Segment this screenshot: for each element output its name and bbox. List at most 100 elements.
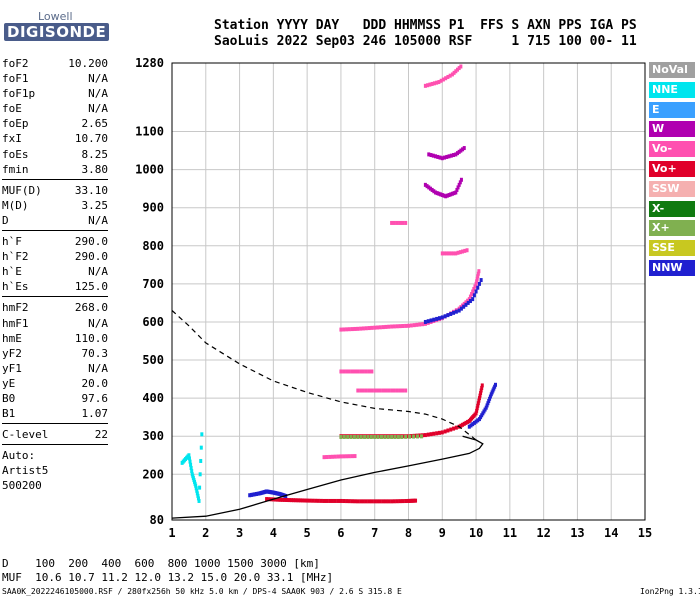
echo-point	[390, 388, 394, 393]
echo-point	[464, 420, 468, 425]
echo-point	[421, 322, 425, 327]
echo-point	[449, 153, 453, 158]
echo-point	[370, 499, 374, 504]
echo-point	[265, 497, 269, 502]
echo-point	[459, 423, 463, 428]
echo-point	[398, 499, 402, 504]
echo-point	[412, 323, 416, 328]
echo-point	[298, 498, 302, 503]
y-tick-label: 1000	[135, 163, 164, 177]
echo-point	[378, 388, 382, 393]
echo-point	[345, 499, 349, 504]
param-value: N/A	[88, 265, 108, 279]
echo-point	[251, 492, 255, 497]
echo-point	[479, 391, 483, 396]
echo-point	[311, 498, 315, 503]
echo-point	[347, 327, 351, 332]
echo-point	[437, 191, 441, 196]
echo-point	[361, 499, 365, 504]
echo-point	[384, 388, 388, 393]
param-row: fxI 10.70	[2, 131, 108, 146]
echo-point	[477, 398, 481, 403]
echo-point	[390, 324, 394, 329]
x-tick-label: 1	[168, 526, 175, 540]
echo-point	[199, 445, 203, 450]
y-tick-label: 700	[142, 277, 164, 291]
x-tick-label: 3	[236, 526, 243, 540]
echo-point	[367, 369, 371, 374]
echo-point	[427, 152, 431, 157]
echo-point	[350, 327, 354, 332]
echo-point	[454, 69, 458, 74]
logo-lowell: Lowell	[38, 10, 73, 23]
echo-point	[437, 430, 441, 435]
param-row: Artist5	[2, 463, 108, 478]
echo-point	[471, 422, 475, 427]
echo-point	[199, 458, 203, 463]
echo-point	[447, 251, 451, 256]
echo-point	[436, 154, 440, 159]
trace-f2-2hop-x	[423, 278, 483, 324]
echo-point	[350, 369, 354, 374]
x-tick-label: 13	[570, 526, 584, 540]
trace-high-4	[390, 220, 408, 225]
echo-point	[339, 327, 343, 332]
param-key: MUF(D)	[2, 183, 42, 197]
echo-point	[347, 454, 351, 459]
echo-point	[415, 322, 419, 327]
x-tick-label: 2	[202, 526, 209, 540]
echo-point	[381, 325, 385, 330]
param-value: N/A	[88, 316, 108, 330]
echo-point	[435, 191, 439, 196]
echo-point	[190, 469, 194, 474]
echo-point	[435, 316, 439, 321]
echo-point	[423, 83, 427, 88]
echo-point	[314, 498, 318, 503]
echo-point	[353, 369, 357, 374]
param-key: foEs	[2, 147, 29, 161]
echo-point	[325, 455, 329, 460]
echo-point	[466, 298, 470, 303]
param-row: foEp 2.65	[2, 116, 108, 131]
param-row: hmF1 N/A	[2, 316, 108, 331]
echo-point	[196, 496, 200, 501]
echo-point	[476, 274, 480, 279]
echo-point	[381, 434, 385, 439]
echo-point	[196, 493, 200, 498]
echo-point	[347, 369, 351, 374]
echo-point	[452, 153, 456, 158]
echo-point	[322, 498, 326, 503]
trace-high-1	[423, 177, 463, 199]
param-separator	[2, 178, 108, 180]
legend-item-x: X+	[649, 220, 695, 237]
trace-f2-x	[467, 382, 497, 429]
echo-point	[468, 299, 472, 304]
echo-point	[187, 453, 191, 458]
echo-point	[470, 292, 474, 297]
echo-point	[390, 499, 394, 504]
param-key: h`Es	[2, 280, 29, 294]
y-tick-label: 200	[142, 467, 164, 481]
echo-point	[461, 422, 465, 427]
echo-point	[353, 499, 357, 504]
echo-point	[336, 454, 340, 459]
echo-point	[376, 499, 380, 504]
x-tick-label: 4	[270, 526, 277, 540]
param-value: 70.3	[81, 346, 109, 360]
echo-point	[339, 434, 343, 439]
echo-point	[359, 369, 363, 374]
param-row: Auto:	[2, 448, 108, 463]
echo-point	[472, 293, 476, 298]
echo-point	[188, 459, 192, 464]
echo-point	[440, 251, 444, 256]
y-tick-label: 80	[150, 513, 164, 527]
echo-point	[392, 324, 396, 329]
echo-point	[342, 499, 346, 504]
echo-point	[426, 83, 430, 88]
param-row: hmE 110.0	[2, 331, 108, 346]
echo-point	[432, 81, 436, 86]
echo-point	[345, 454, 349, 459]
echo-point	[276, 497, 280, 502]
echo-point	[426, 319, 430, 324]
